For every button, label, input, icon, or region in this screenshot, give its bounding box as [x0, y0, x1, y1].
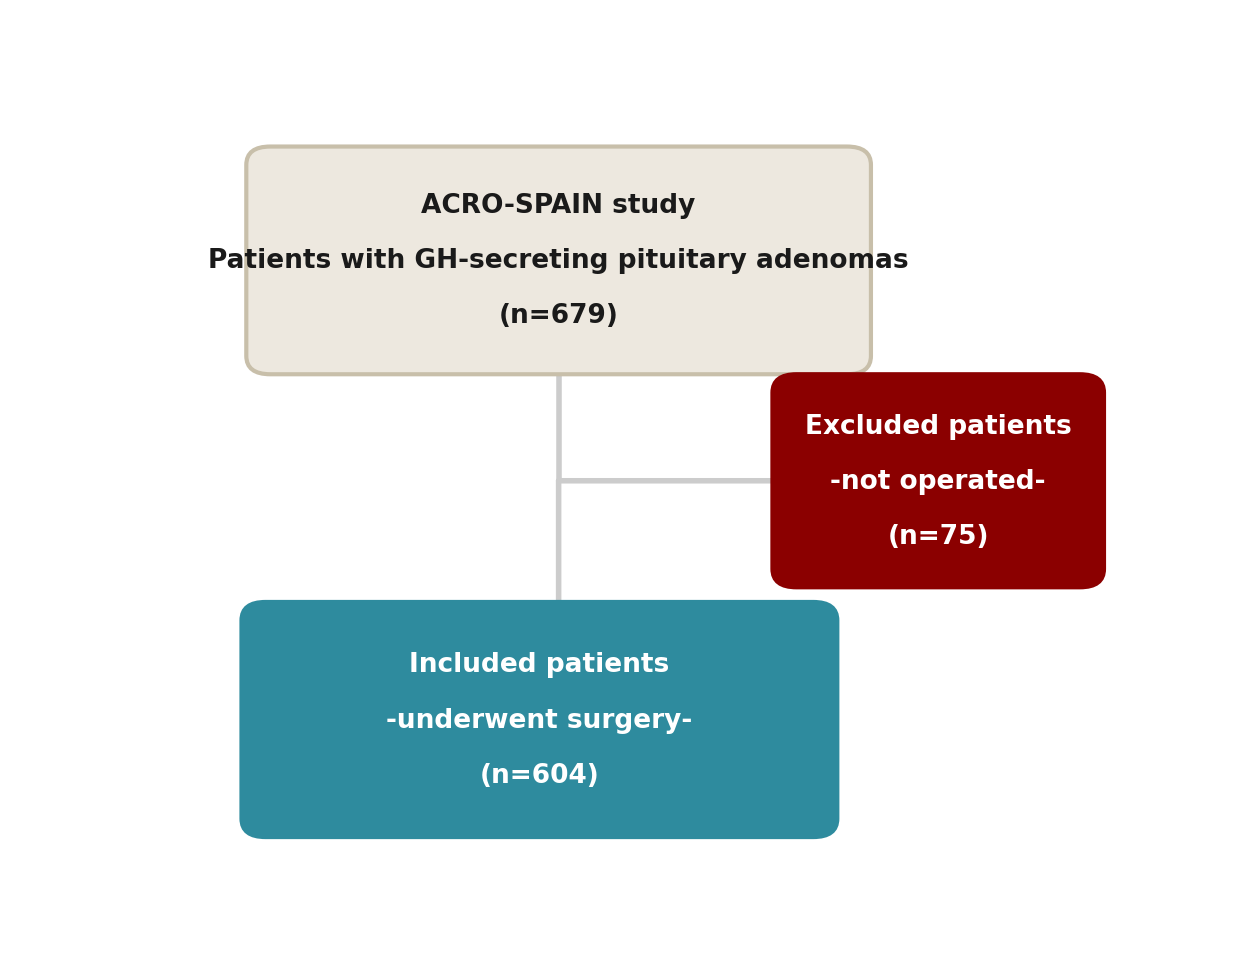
FancyBboxPatch shape: [247, 148, 870, 375]
FancyBboxPatch shape: [773, 375, 1104, 588]
Text: (n=679): (n=679): [498, 303, 619, 329]
Text: Included patients: Included patients: [409, 652, 670, 678]
Text: (n=604): (n=604): [480, 761, 599, 788]
Text: (n=75): (n=75): [888, 523, 990, 549]
Text: Excluded patients: Excluded patients: [805, 414, 1071, 439]
Text: -underwent surgery-: -underwent surgery-: [387, 707, 692, 733]
Text: ACRO-SPAIN study: ACRO-SPAIN study: [422, 193, 696, 219]
Text: Patients with GH-secreting pituitary adenomas: Patients with GH-secreting pituitary ade…: [208, 248, 909, 274]
Text: -not operated-: -not operated-: [831, 468, 1047, 495]
FancyBboxPatch shape: [242, 602, 837, 837]
